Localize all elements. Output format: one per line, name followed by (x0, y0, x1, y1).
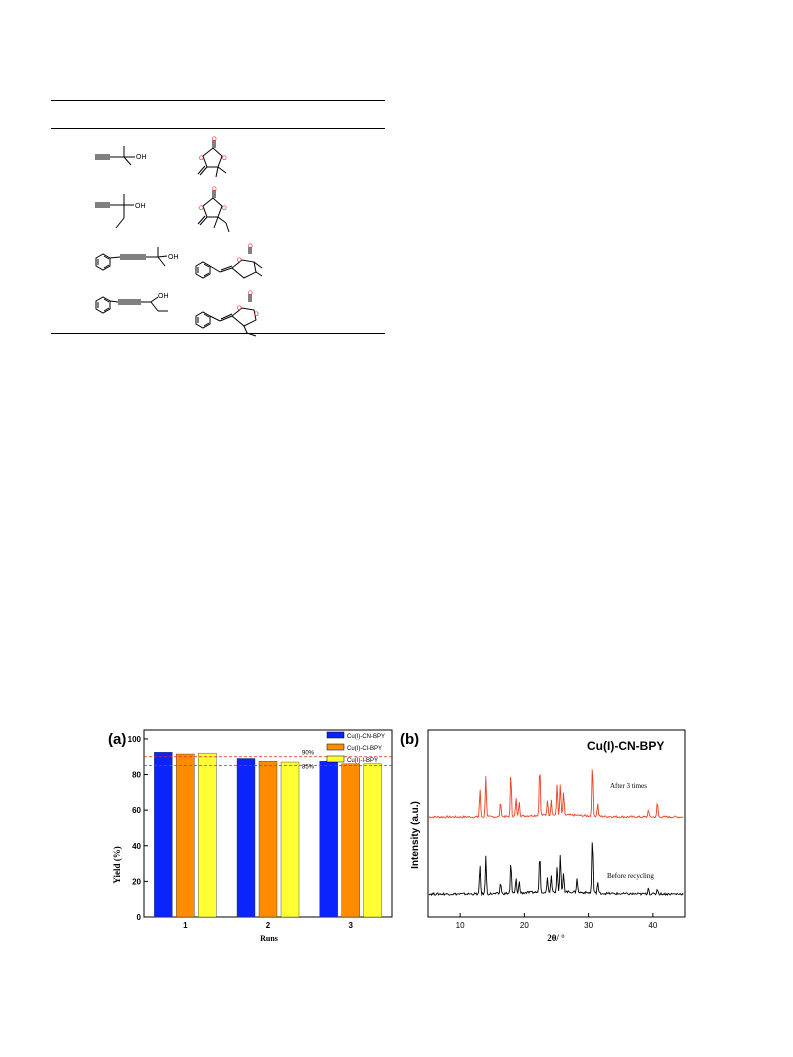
chart-a-xlabel: Runs (260, 934, 278, 943)
chart-a-xtick-label-2: 3 (348, 921, 353, 930)
product-2-ring-o-label: O (199, 206, 204, 212)
legend-label-i: Cu(I)-I-BPY (347, 758, 378, 764)
ref-line-label-90: 90% (302, 751, 315, 757)
trace-label-before: Before recycling (607, 872, 654, 880)
chart-a-xtick-label-0: 1 (183, 921, 188, 930)
xrd-trace-0 (428, 769, 684, 819)
bar-run1-series1 (176, 753, 195, 918)
chart-b-frame (427, 729, 686, 918)
chart-a-ytick-label-2: 40 (132, 842, 141, 851)
bar-run2-series2 (280, 761, 300, 918)
chart-a-xtick-label-1: 2 (266, 921, 271, 930)
product-3-structure (195, 247, 263, 279)
product-1-ring-o-label-2: O (222, 156, 227, 162)
product-4-ring-o-label: O (237, 306, 242, 312)
chart-a-ytick-label-5: 100 (128, 735, 142, 744)
legend-label-cn: Cu(I)-CN-BPY (347, 734, 385, 740)
legend-swatch-cn (326, 731, 345, 739)
substrate-2-structure (95, 194, 134, 229)
chart-b-title: Cu(I)-CN-BPY (587, 739, 664, 753)
bar-run2-series1 (258, 760, 278, 918)
chart-a-ylabel: Yield (%) (112, 846, 122, 883)
reaction-scheme-svg: OH OH OH OH O O O O O O O O O O O (95, 137, 263, 337)
product-4-carbonyl-o-label: O (248, 291, 253, 297)
product-1-ring-o-label: O (199, 156, 204, 162)
ref-line-label-85: 85% (302, 765, 315, 771)
chart-b-xtick-label-0: 10 (456, 921, 465, 930)
substrate-2-oh-label: OH (135, 203, 146, 210)
product-1-structure (197, 140, 227, 178)
substrate-4-oh-label: OH (158, 293, 169, 300)
substrate-1-oh-label: OH (136, 154, 147, 161)
substrate-3-oh-label: OH (168, 254, 179, 261)
product-4-ring-o-label-2: O (254, 312, 259, 318)
chart-b-xtick-label-1: 20 (520, 921, 529, 930)
table-top-rule (51, 100, 385, 101)
chart-a-yield-bars: (a) Yield (%) Runs 0 20 40 60 80 100 1 2 3 90% 85%… (108, 729, 393, 943)
chart-a-ytick-label-1: 20 (132, 877, 141, 886)
legend-swatch-cl (326, 743, 345, 751)
chart-a-ytick-label-4: 80 (132, 771, 141, 780)
product-1-carbonyl-o-label: O (212, 137, 217, 143)
chart-b-xrd: (b) Cu(I)-CN-BPY Intensity (a.u.) 2θ/ ° … (400, 729, 686, 943)
chart-b-xtick-label-2: 30 (584, 921, 593, 930)
substrate-1-structure (95, 146, 135, 166)
bar-run2-series0 (236, 758, 256, 918)
substrate-4-structure (95, 296, 168, 314)
chart-a-ytick-label-0: 0 (137, 913, 142, 922)
table-bottom-rule (51, 333, 385, 334)
trace-label-after: After 3 times (610, 782, 647, 790)
bar-run3-series1 (341, 763, 360, 918)
product-2-carbonyl-o-label: O (212, 187, 217, 193)
table-header-rule (51, 128, 385, 129)
product-4-structure (195, 294, 257, 337)
chart-b-ylabel: Intensity (a.u.) (410, 801, 421, 869)
bar-run1-series2 (198, 752, 217, 918)
product-2-ring-o-label-2: O (222, 206, 227, 212)
bar-run3-series2 (363, 763, 382, 918)
chart-b-xtick-label-3: 40 (648, 921, 657, 930)
bar-run3-series0 (319, 760, 338, 918)
panel-label-b: (b) (400, 731, 419, 748)
legend-label-cl: Cu(I)-Cl-BPY (347, 746, 382, 752)
substrate-3-structure (95, 247, 168, 271)
product-2-structure (197, 190, 230, 233)
chart-a-legend: Cu(I)-CN-BPY Cu(I)-Cl-BPY Cu(I)-I-BPY (326, 731, 385, 764)
bar-run1-series0 (154, 752, 173, 918)
legend-swatch-i (326, 755, 345, 763)
chart-a-ytick-label-3: 60 (132, 806, 141, 815)
chart-b-xlabel: 2θ/ ° (547, 933, 565, 943)
product-3-carbonyl-o-label: O (248, 244, 253, 250)
xrd-trace-1 (428, 842, 684, 897)
panel-label-a: (a) (108, 731, 126, 748)
product-3-ring-o-label: O (237, 258, 242, 264)
